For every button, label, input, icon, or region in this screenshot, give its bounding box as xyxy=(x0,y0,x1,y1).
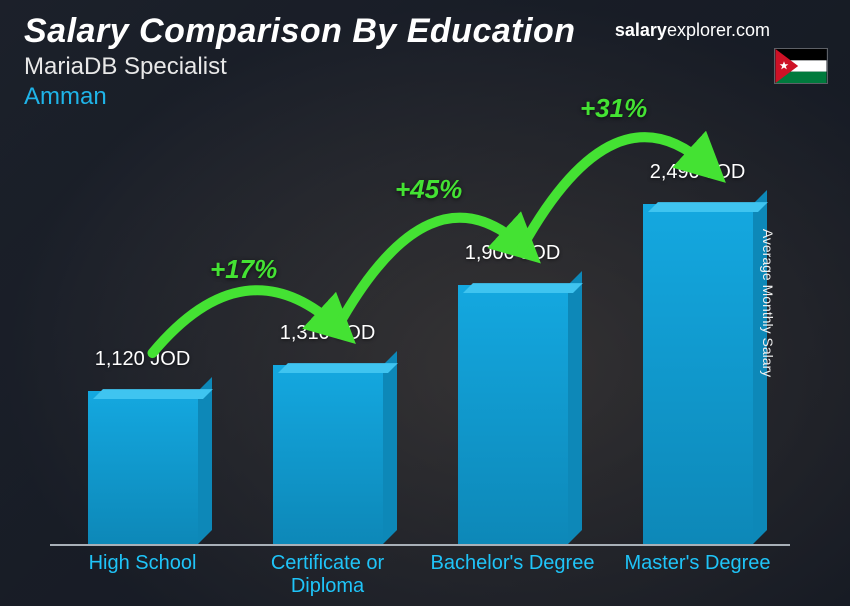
bar-side xyxy=(198,377,212,544)
y-axis-label: Average Monthly Salary xyxy=(760,229,776,377)
brand-logo: salaryexplorer.com xyxy=(615,20,770,41)
bar-front xyxy=(458,285,568,544)
bar-value-label: 1,310 JOD xyxy=(280,322,376,345)
bar-top xyxy=(93,389,213,399)
bar xyxy=(273,365,383,544)
header: Salary Comparison By Education MariaDB S… xyxy=(24,12,576,111)
bar-front xyxy=(273,365,383,544)
bar xyxy=(88,391,198,544)
bar-top xyxy=(278,363,398,373)
bar xyxy=(458,285,568,544)
bar-category-label: Master's Degree xyxy=(608,552,788,575)
chart-baseline xyxy=(50,544,790,546)
bar-value-label: 1,900 JOD xyxy=(465,242,561,265)
bar xyxy=(643,204,753,544)
brand-bold: salary xyxy=(615,20,667,40)
chart-location: Amman xyxy=(24,83,576,111)
bar-category-label: Bachelor's Degree xyxy=(423,552,603,575)
bar-chart: 1,120 JODHigh School1,310 JODCertificate… xyxy=(50,116,790,546)
bar-value-label: 2,490 JOD xyxy=(650,161,746,184)
flag-icon xyxy=(774,48,828,84)
chart-title: Salary Comparison By Education xyxy=(24,12,576,51)
bar-front xyxy=(88,391,198,544)
chart-subtitle: MariaDB Specialist xyxy=(24,53,576,81)
bar-front xyxy=(643,204,753,544)
bar-side xyxy=(568,271,582,544)
bar-side xyxy=(383,351,397,544)
brand-rest: explorer.com xyxy=(667,20,770,40)
bar-top xyxy=(648,202,768,212)
bar-category-label: High School xyxy=(53,552,233,575)
bar-value-label: 1,120 JOD xyxy=(95,348,191,371)
bar-category-label: Certificate or Diploma xyxy=(238,552,418,598)
bar-top xyxy=(463,283,583,293)
